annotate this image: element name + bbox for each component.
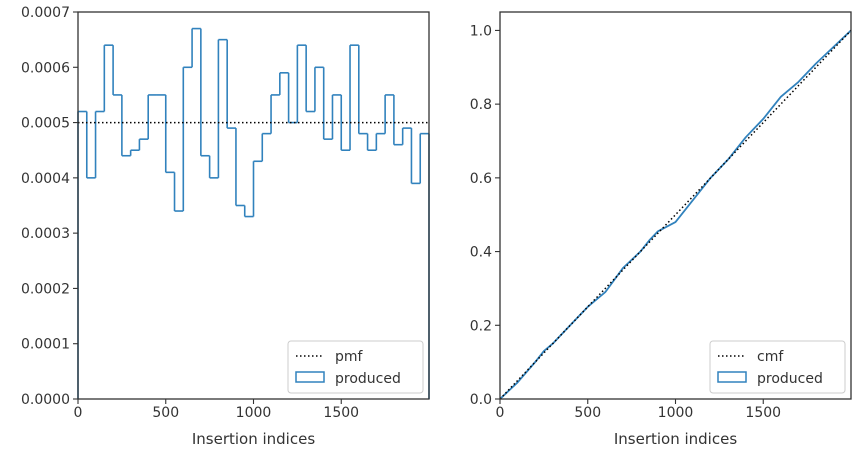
right-y-tick-label: 1.0 [470,23,492,39]
right-y-tick-label: 0.0 [470,392,492,408]
right-y-tick-label: 0.8 [470,97,492,113]
left-plot-frame [77,11,430,400]
left-legend-produced-swatch [295,371,325,383]
left-legend: pmf produced [287,340,424,394]
left-x-tick-label: 1500 [323,405,359,421]
right-legend-box [709,340,846,394]
left-y-tick-label: 0.0001 [21,337,70,353]
left-legend-box [287,340,424,394]
left-histogram-step [77,27,430,399]
left-y-tick-label: 0.0004 [21,171,70,187]
right-plot-frame [499,11,852,400]
right-x-axis-label: Insertion indices [614,430,737,448]
left-x-axis-label: Insertion indices [192,430,315,448]
right-cmf-line [499,29,852,400]
left-legend-produced-label: produced [335,371,401,387]
right-legend-produced-swatch [717,371,747,383]
left-panel: 0 500 1000 1500 0.00000.00010.00020.00030.0… [21,5,430,448]
right-x-tick-label: 1500 [745,405,781,421]
left-y-tick-label: 0.0003 [21,226,70,242]
left-x-tick-label: 500 [152,405,179,421]
right-y-tick-label: 0.6 [470,171,492,187]
right-y-tick-label: 0.4 [470,245,492,261]
right-x-tick-label: 0 [496,405,505,421]
left-y-tick-label: 0.0007 [21,5,70,21]
left-y-ticks: 0.0000 0.0001 0.0002 0.0003 0.0004 0.0005 0.00… [21,5,78,408]
left-y-tick-label: 0.0002 [21,281,70,297]
left-y-tick-label: 0.0000 [21,392,70,408]
right-legend-cmf-label: cmf [757,349,784,365]
right-x-tick-label: 1000 [658,405,694,421]
left-y-tick-label: 0.0005 [21,116,70,132]
right-x-ticks: 0 500 1000 1500 [496,399,781,421]
left-x-tick-label: 1000 [236,405,272,421]
right-panel: 0 500 1000 1500 0.0 0.2 0.4 0.6 0.8 1.0 Insertio… [470,11,852,448]
right-y-tick-label: 0.2 [470,318,492,334]
left-legend-pmf-label: pmf [335,349,364,365]
right-y-ticks: 0.0 0.2 0.4 0.6 0.8 1.0 [470,23,500,408]
left-y-tick-label: 0.0006 [21,60,70,76]
left-x-tick-label: 0 [74,405,83,421]
right-legend: cmf produced [709,340,846,394]
right-legend-produced-label: produced [757,371,823,387]
right-x-tick-label: 500 [574,405,601,421]
left-x-ticks: 0 500 1000 1500 [74,399,359,421]
